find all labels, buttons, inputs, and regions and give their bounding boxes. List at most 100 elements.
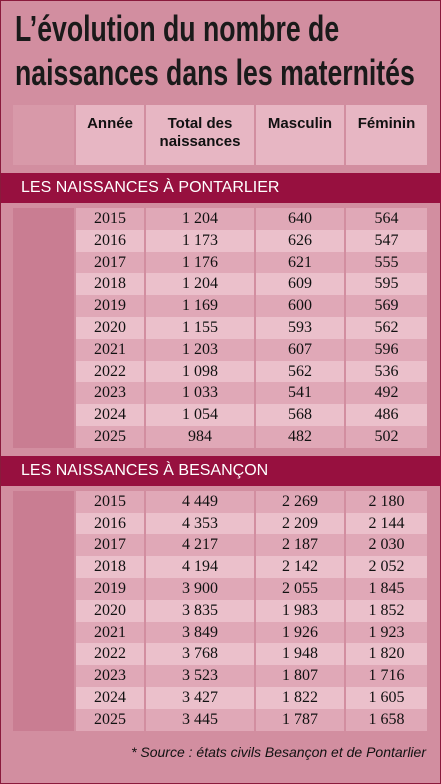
- cell: 564: [346, 208, 429, 230]
- table-row: 2016 4 353 2 209 2 144: [13, 512, 429, 535]
- cell: 4 353: [146, 512, 256, 535]
- stub: [13, 105, 76, 165]
- cell: 3 835: [146, 599, 256, 622]
- stub: [13, 295, 76, 317]
- cell: 2018: [76, 273, 146, 296]
- cell: 555: [346, 251, 429, 274]
- table-row: 2020 1 155 593 562: [13, 316, 429, 339]
- cell: 2023: [76, 382, 146, 405]
- stub: [13, 708, 76, 731]
- cell: 4 217: [146, 534, 256, 557]
- cell: 2 052: [346, 556, 429, 578]
- stub: [13, 556, 76, 578]
- cell: 2 055: [256, 577, 346, 600]
- stub: [13, 360, 76, 383]
- table-row: 2020 3 835 1 983 1 852: [13, 599, 429, 622]
- section-title: LES NAISSANCES À PONTARLIER: [1, 173, 441, 203]
- cell: 547: [346, 229, 429, 252]
- cell: 2020: [76, 599, 146, 622]
- stub: [13, 382, 76, 405]
- cell: 2022: [76, 643, 146, 666]
- cell: 2021: [76, 621, 146, 644]
- stub: [13, 621, 76, 644]
- table-row: 2017 4 217 2 187 2 030: [13, 534, 429, 557]
- cell: 600: [256, 295, 346, 317]
- table-row: 2021 3 849 1 926 1 923: [13, 621, 429, 644]
- cell: 2 209: [256, 512, 346, 535]
- cell: 2 142: [256, 556, 346, 578]
- cell: 1 176: [146, 251, 256, 274]
- stub: [13, 251, 76, 274]
- cell: 1 716: [346, 665, 429, 687]
- stub: [13, 208, 76, 230]
- table-row: 2018 4 194 2 142 2 052: [13, 556, 429, 578]
- table-row: 2015 4 449 2 269 2 180: [13, 490, 429, 513]
- cell: 1 155: [146, 316, 256, 339]
- title-line: naissances dans les maternités: [15, 52, 415, 93]
- cell: 2019: [76, 295, 146, 317]
- stub: [13, 665, 76, 687]
- table-row: 2025 3 445 1 787 1 658: [13, 708, 429, 731]
- cell: 1 054: [146, 404, 256, 426]
- cell: 536: [346, 360, 429, 383]
- cell: 3 900: [146, 577, 256, 600]
- cell: 2 180: [346, 490, 429, 513]
- cell: 2025: [76, 425, 146, 448]
- cell: 1 204: [146, 208, 256, 230]
- cell: 607: [256, 338, 346, 361]
- stub: [13, 512, 76, 535]
- cell: 2025: [76, 708, 146, 731]
- table-row: 2024 3 427 1 822 1 605: [13, 686, 429, 709]
- cell: 2 144: [346, 512, 429, 535]
- cell: 3 427: [146, 686, 256, 709]
- cell: 2024: [76, 686, 146, 709]
- stub: [13, 577, 76, 600]
- cell: 2015: [76, 208, 146, 230]
- cell: 486: [346, 404, 429, 426]
- cell: 2016: [76, 512, 146, 535]
- cell: 1 822: [256, 686, 346, 709]
- cell: 621: [256, 251, 346, 274]
- table-row: 2017 1 176 621 555: [13, 251, 429, 274]
- cell: 1 807: [256, 665, 346, 687]
- stub: [13, 425, 76, 448]
- stub: [13, 534, 76, 557]
- table-row: 2019 1 169 600 569: [13, 295, 429, 317]
- cell: 3 768: [146, 643, 256, 666]
- cell: 593: [256, 316, 346, 339]
- table-row: 2019 3 900 2 055 1 845: [13, 577, 429, 600]
- source-note: * Source : états civils Besançon et de P…: [131, 744, 426, 760]
- stub: [13, 686, 76, 709]
- cell: 4 194: [146, 556, 256, 578]
- cell: 541: [256, 382, 346, 405]
- stub: [13, 490, 76, 513]
- table-row: 2021 1 203 607 596: [13, 338, 429, 361]
- stub: [13, 643, 76, 666]
- table-row: 2018 1 204 609 595: [13, 273, 429, 296]
- table-row: 2023 3 523 1 807 1 716: [13, 665, 429, 687]
- table-row: 2016 1 173 626 547: [13, 229, 429, 252]
- cell: 1 173: [146, 229, 256, 252]
- cell: 1 926: [256, 621, 346, 644]
- cell: 2019: [76, 577, 146, 600]
- cell: 3 849: [146, 621, 256, 644]
- table-row: 2025 984 482 502: [13, 425, 429, 448]
- cell: 1 098: [146, 360, 256, 383]
- cell: 1 658: [346, 708, 429, 731]
- cell: 595: [346, 273, 429, 296]
- cell: 562: [256, 360, 346, 383]
- cell: 1 845: [346, 577, 429, 600]
- cell: 596: [346, 338, 429, 361]
- cell: 609: [256, 273, 346, 296]
- title-line: L’évolution du nombre de: [15, 8, 340, 49]
- stub: [13, 338, 76, 361]
- stub: [13, 229, 76, 252]
- stub: [13, 404, 76, 426]
- cell: 2016: [76, 229, 146, 252]
- table-row: 2023 1 033 541 492: [13, 382, 429, 405]
- cell: 3 445: [146, 708, 256, 731]
- cell: 626: [256, 229, 346, 252]
- cell: 1 203: [146, 338, 256, 361]
- cell: 2018: [76, 556, 146, 578]
